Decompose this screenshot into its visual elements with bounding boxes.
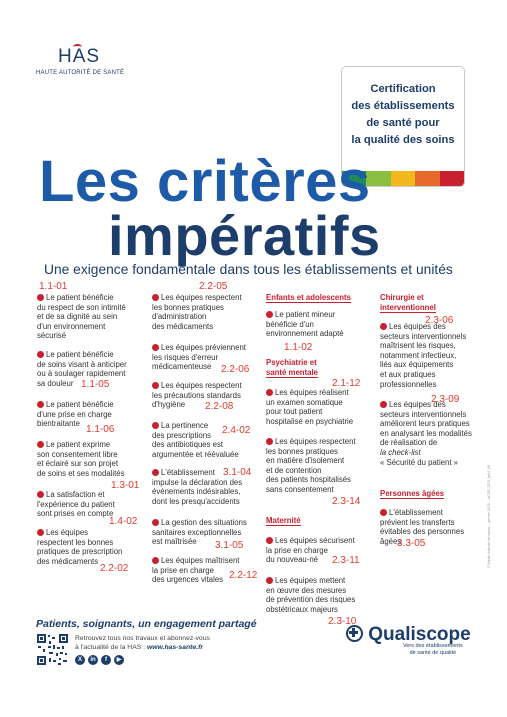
youtube-icon[interactable]: ▶ [114, 655, 124, 665]
criterion-bullet-icon [152, 382, 159, 389]
certification-color-bar [366, 171, 391, 186]
criterion-code: 1.1-01 [39, 281, 68, 292]
criterion-item: Les équipes respectent les précautions st… [152, 381, 242, 410]
criterion-code: 2.1-12 [332, 378, 361, 389]
qualiscope-tagline: Vers des établissements de santé de qual… [403, 643, 463, 656]
criterion-bullet-icon [380, 509, 387, 516]
certification-text: Certification des établissements de sant… [351, 83, 455, 146]
criterion-code: 2.3-14 [332, 496, 361, 507]
qualiscope-plus-icon [346, 625, 363, 642]
linkedin-icon[interactable]: in [88, 655, 98, 665]
section-heading-elderly: Personnes âgées [380, 489, 445, 499]
footer-title: Patients, soignants, un engagement parta… [36, 618, 257, 630]
criterion-bullet-icon [266, 311, 273, 318]
criterion-item: La gestion des situations sanitaires exce… [152, 518, 247, 547]
criterion-code: 2.3-09 [431, 394, 460, 405]
website-link[interactable]: www.has-sante.fr [146, 644, 203, 651]
criterion-bullet-icon [152, 519, 159, 526]
criterion-bullet-icon [37, 401, 44, 408]
criterion-code: 3.1-05 [215, 540, 244, 551]
criterion-item: L'établissement prévient les transferts év… [380, 508, 465, 546]
footer-text: Retrouvez tous nos travaux et abonnez-vo… [75, 635, 210, 651]
criterion-code: 1.1-06 [86, 424, 115, 435]
criterion-bullet-icon [152, 344, 159, 351]
criterion-item: Les équipes respectent les bonnes pratique… [37, 528, 123, 566]
x-icon[interactable]: X [75, 655, 85, 665]
criterion-bullet-icon [37, 441, 44, 448]
criterion-code: 2.2-02 [100, 563, 129, 574]
criterion-item: Le patient bénéficie du respect de son in… [37, 293, 126, 341]
criterion-code: 2.2-08 [205, 401, 234, 412]
criterion-item: L'établissement impulse la déclaration de… [152, 468, 243, 506]
certification-color-bars [342, 171, 464, 186]
certification-color-bar [390, 171, 416, 186]
criterion-code: 2.3-06 [425, 315, 454, 326]
criterion-bullet-icon [152, 469, 159, 476]
criterion-code: 2.2-12 [229, 570, 258, 581]
criterion-bullet-icon [380, 401, 387, 408]
certification-color-bar [342, 171, 367, 186]
criterion-code: 2.4-02 [222, 425, 251, 436]
criterion-code: 2.2-05 [199, 281, 228, 292]
criterion-item: Les équipes des secteurs interventionnels… [380, 322, 467, 389]
criterion-bullet-icon [152, 294, 159, 301]
criterion-item: Les équipes respectent les bonnes pratiqu… [152, 293, 242, 331]
criterion-bullet-icon [37, 529, 44, 536]
criterion-item: La satisfaction et l'expérience du patien… [37, 490, 115, 519]
facebook-icon[interactable]: f [101, 655, 111, 665]
criterion-bullet-icon [266, 577, 273, 584]
criterion-code: 1.4-02 [109, 516, 138, 527]
criterion-item: Le patient bénéficie d'une prise en charg… [37, 400, 114, 429]
criterion-bullet-icon [37, 491, 44, 498]
criterion-code: 2.2-06 [221, 364, 250, 375]
section-heading-surgery: Chirurgie et interventionnel [380, 293, 436, 313]
criterion-code: 1.3-01 [111, 480, 140, 491]
criterion-item: Le patient bénéficie de soins visant à an… [37, 350, 127, 388]
certification-color-bar [439, 171, 464, 186]
qualiscope-logo: Qualiscope [346, 624, 471, 646]
criterion-item: Les équipes sécurisent la prise en charge… [266, 536, 355, 565]
criterion-code: 3.3-05 [397, 538, 426, 549]
criterion-bullet-icon [37, 294, 44, 301]
certification-box: Certification des établissements de sant… [341, 66, 465, 187]
criterion-bullet-icon [266, 389, 273, 396]
criterion-item: Le patient exprime son consentement libre… [37, 440, 125, 478]
criterion-code: 1.1-02 [284, 342, 313, 353]
criterion-item: Les équipes préviennent les risques d'err… [152, 343, 246, 372]
page-subtitle: Une exigence fondamentale dans tous les … [44, 262, 453, 277]
criterion-item: Les équipes des secteurs interventionnels… [380, 400, 472, 467]
criterion-bullet-icon [266, 438, 273, 445]
section-heading-children: Enfants et adolescents [266, 293, 351, 303]
criterion-code: 2.3-10 [328, 616, 357, 627]
criterion-item: Les équipes maîtrisent la prise en charge… [152, 556, 240, 585]
criterion-bullet-icon [152, 557, 159, 564]
criterion-code: 2.3-11 [332, 555, 360, 566]
page-title-line2: impératifs [108, 204, 381, 267]
criterion-code: 1.1-05 [81, 379, 110, 390]
has-logo: HAS [58, 46, 101, 67]
section-heading-psychiatry: Psychiatrie et santé mentale [266, 358, 319, 378]
criterion-item: Les équipes respectent les bonnes pratiqu… [266, 437, 356, 494]
section-heading-maternity: Maternité [266, 516, 301, 526]
has-logo-subtitle: HAUTE AUTORITÉ DE SANTÉ [36, 70, 125, 76]
criterion-item: Les équipes réalisent un examen somatique… [266, 388, 354, 426]
social-icons: X in f ▶ [75, 655, 124, 665]
criterion-item: Le patient mineur bénéficie d'un environne… [266, 310, 344, 339]
page-title-line1: Les critères [39, 149, 371, 214]
criterion-bullet-icon [380, 323, 387, 330]
criterion-bullet-icon [37, 351, 44, 358]
certification-color-bar [415, 171, 440, 186]
copyright-note: © Haute Autorité de santé – janvier 2025… [487, 464, 491, 568]
qr-code-icon[interactable] [36, 633, 69, 666]
criterion-item: Les équipes mettent en œuvre des mesures d… [266, 576, 356, 614]
criterion-code: 3.1-04 [223, 467, 252, 478]
criterion-item: La pertinence des prescriptions des antibi… [152, 421, 239, 459]
criterion-bullet-icon [266, 537, 273, 544]
has-logo-arc [73, 44, 82, 50]
criterion-bullet-icon [152, 422, 159, 429]
